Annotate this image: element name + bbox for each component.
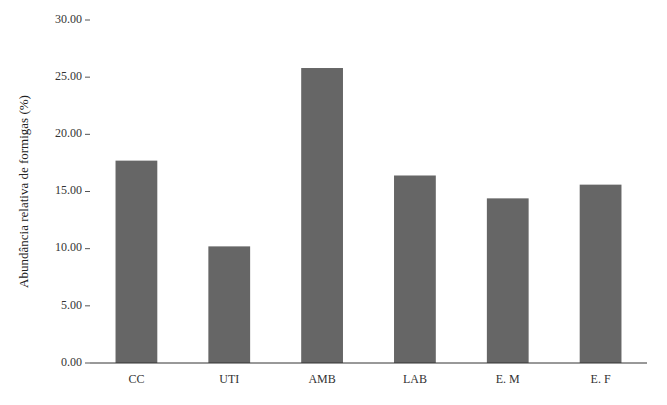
y-tick	[85, 134, 90, 135]
x-tick-label: LAB	[403, 372, 427, 386]
y-tick	[85, 77, 90, 78]
bar	[487, 198, 529, 363]
bars	[116, 68, 622, 363]
y-tick-label: 15.00	[55, 183, 82, 197]
bar	[301, 68, 343, 363]
y-tick-label: 10.00	[55, 240, 82, 254]
y-tick	[85, 305, 90, 306]
chart-svg: 0.00 5.00 10.00 15.00 20.00 25.00 30.00 Abundân…	[0, 0, 667, 405]
y-tick-label: 5.00	[61, 298, 82, 312]
bar	[116, 161, 158, 363]
y-tick-label: 25.00	[55, 69, 82, 83]
x-tick-label: E. M	[496, 372, 520, 386]
y-tick	[85, 363, 90, 364]
x-axis-line	[90, 363, 647, 364]
bar	[394, 175, 436, 363]
x-axis: CC UTI AMB LAB E. M E. F	[90, 363, 647, 386]
y-tick-label: 0.00	[61, 355, 82, 369]
x-tick-label: AMB	[308, 372, 335, 386]
y-axis: 0.00 5.00 10.00 15.00 20.00 25.00 30.00	[55, 12, 90, 369]
y-tick	[85, 191, 90, 192]
x-tick-label: UTI	[219, 372, 239, 386]
bar	[208, 246, 250, 363]
y-tick-label: 30.00	[55, 12, 82, 26]
y-tick-label: 20.00	[55, 126, 82, 140]
bar	[580, 185, 622, 363]
x-tick-label: E. F	[591, 372, 611, 386]
y-tick	[85, 248, 90, 249]
y-tick	[85, 20, 90, 21]
y-axis-title: Abundância relativa de formigas (%)	[16, 95, 31, 288]
chart-container: 0.00 5.00 10.00 15.00 20.00 25.00 30.00 Abundân…	[0, 0, 667, 405]
x-tick-label: CC	[128, 372, 144, 386]
